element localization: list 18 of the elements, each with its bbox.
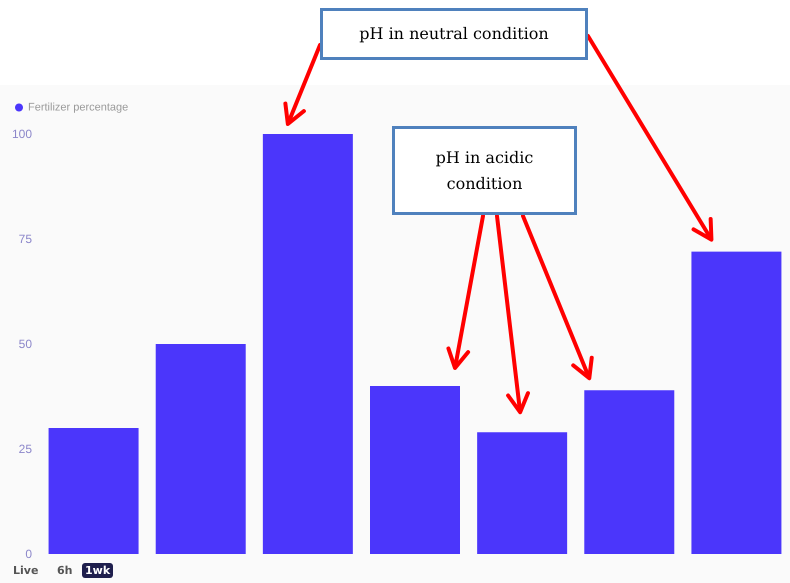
y-tick-label: 25 bbox=[18, 442, 32, 456]
y-tick-label: 0 bbox=[25, 547, 32, 561]
y-tick-label: 100 bbox=[12, 127, 32, 141]
bar bbox=[262, 134, 353, 554]
text-box: pH in neutral condition bbox=[320, 8, 588, 60]
bar bbox=[156, 344, 246, 554]
y-tick-label: 50 bbox=[18, 337, 32, 351]
bar bbox=[370, 386, 460, 554]
y-tick-label: 75 bbox=[18, 232, 32, 246]
bar bbox=[48, 428, 139, 554]
legend-label: Fertilizer percentage bbox=[28, 102, 128, 114]
time-range-button[interactable]: 1wk bbox=[82, 563, 114, 578]
text-box: pH in acidic condition bbox=[392, 126, 577, 215]
bar bbox=[477, 432, 568, 554]
bar bbox=[691, 252, 782, 554]
bar bbox=[584, 390, 674, 554]
time-range-button[interactable]: 6h bbox=[54, 563, 76, 578]
time-range-button[interactable]: Live bbox=[10, 563, 42, 578]
